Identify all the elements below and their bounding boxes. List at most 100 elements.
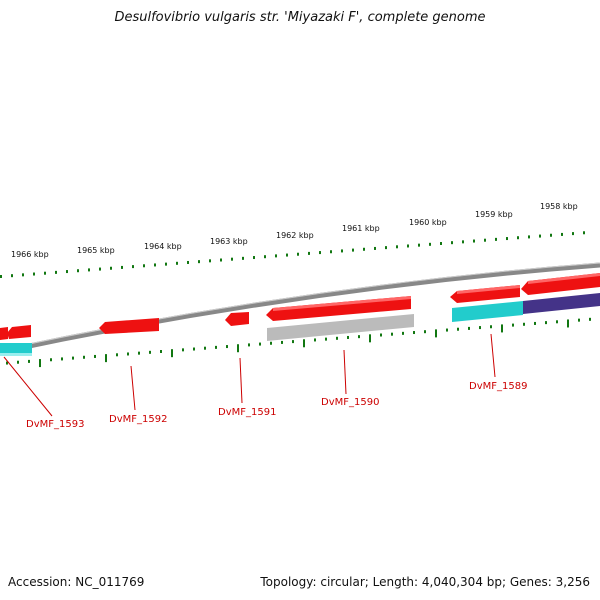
gene-dvmf-1592[interactable] <box>99 318 159 334</box>
kbp-tick <box>506 237 508 241</box>
kbp-tick <box>187 260 189 264</box>
kbp-tick <box>0 275 2 278</box>
kbp-label: 1963 kbp <box>210 237 248 246</box>
gene-features <box>0 273 600 356</box>
gene-dvmf-1590[interactable] <box>266 296 411 321</box>
kbp-tick <box>484 238 486 242</box>
lower-tick <box>94 354 96 358</box>
kbp-tick <box>33 272 35 276</box>
kbp-tick <box>22 273 24 277</box>
kbp-tick <box>88 268 90 272</box>
gene-label-dvmf-1592[interactable]: DvMF_1592 <box>109 414 167 425</box>
lower-tick <box>226 345 228 349</box>
lower-tick <box>413 331 415 335</box>
kbp-tick <box>242 256 244 260</box>
lower-tick <box>17 360 19 364</box>
lower-tick-ruler <box>6 317 591 368</box>
gene-dvmf-1593-forward-b[interactable] <box>7 325 31 339</box>
kbp-tick <box>143 264 145 268</box>
gene-label-dvmf-1591[interactable]: DvMF_1591 <box>218 407 276 418</box>
kbp-tick <box>253 256 255 260</box>
lower-tick <box>468 326 470 330</box>
gene-dvmf-1589-cyan[interactable] <box>452 301 523 322</box>
kbp-tick <box>495 237 497 241</box>
kbp-tick <box>539 234 541 238</box>
kbp-label: 1960 kbp <box>409 218 447 227</box>
lower-tick <box>402 331 404 335</box>
gene-dvmf-1593-cyan[interactable] <box>0 343 32 356</box>
lower-tick <box>336 336 338 340</box>
kbp-tick <box>44 271 46 275</box>
lower-tick <box>424 330 426 334</box>
lower-tick <box>567 319 569 328</box>
kbp-tick <box>451 241 453 245</box>
lower-tick <box>182 348 184 352</box>
lower-tick <box>259 342 261 346</box>
lower-tick <box>6 361 8 365</box>
gene-dvmf-1590-reverse[interactable] <box>267 314 414 341</box>
kbp-tick <box>528 235 530 239</box>
kbp-tick <box>297 252 299 256</box>
kbp-tick <box>473 239 475 243</box>
kbp-tick <box>385 246 387 250</box>
lower-tick <box>380 333 382 337</box>
kbp-tick <box>165 262 167 266</box>
footer-accession: Accession: NC_011769 <box>8 575 145 589</box>
kbp-tick <box>99 267 101 271</box>
kbp-tick <box>319 251 321 255</box>
lower-tick <box>171 349 173 358</box>
gene-dvmf-1593-forward[interactable] <box>0 327 8 340</box>
lower-tick <box>391 332 393 336</box>
lower-tick <box>292 340 294 344</box>
lower-tick <box>578 318 580 322</box>
kbp-tick <box>352 248 354 252</box>
lower-tick <box>314 338 316 342</box>
kbp-tick <box>572 232 574 236</box>
lower-tick <box>446 328 448 332</box>
gene-next-purple[interactable] <box>523 293 600 314</box>
lower-tick <box>369 334 371 343</box>
kbp-tick <box>11 274 13 278</box>
kbp-tick <box>418 243 420 247</box>
gene-dvmf-1591[interactable] <box>225 312 249 326</box>
lower-tick <box>512 323 514 327</box>
lower-tick <box>556 320 558 324</box>
lower-tick <box>127 352 129 356</box>
kbp-tick <box>176 261 178 265</box>
lower-tick <box>457 327 459 331</box>
lower-tick <box>193 347 195 351</box>
kbp-tick <box>132 265 134 269</box>
kbp-label: 1965 kbp <box>77 246 115 255</box>
kbp-tick <box>429 242 431 246</box>
kbp-tick <box>330 250 332 254</box>
gene-leader-lines <box>3 333 496 417</box>
kbp-tick <box>66 270 68 274</box>
kbp-label: 1958 kbp <box>540 202 578 211</box>
gene-dvmf-1593-cyan-shade <box>0 353 32 356</box>
lower-tick <box>358 335 360 339</box>
kbp-tick <box>209 259 211 263</box>
lower-tick <box>589 317 591 321</box>
gene-label-dvmf-1590[interactable]: DvMF_1590 <box>321 397 379 408</box>
kbp-tick <box>264 255 266 259</box>
lower-tick <box>39 359 41 368</box>
lower-tick <box>116 353 118 357</box>
gene-label-dvmf-1589[interactable]: DvMF_1589 <box>469 381 527 392</box>
kbp-label: 1966 kbp <box>11 250 49 259</box>
kbp-tick <box>462 240 464 244</box>
lower-tick <box>534 321 536 325</box>
kbp-tick <box>550 233 552 237</box>
lower-tick <box>490 325 492 329</box>
kbp-tick <box>275 254 277 258</box>
gene-next-forward[interactable] <box>521 273 600 295</box>
kbp-tick <box>407 244 409 248</box>
lower-tick <box>248 343 250 347</box>
lower-tick <box>545 321 547 325</box>
gene-label-group: DvMF_1593 DvMF_1592 DvMF_1591 DvMF_1590 … <box>26 381 527 430</box>
lower-tick <box>303 339 305 348</box>
gene-label-dvmf-1593[interactable]: DvMF_1593 <box>26 419 84 430</box>
genome-backbone-highlight <box>0 262 600 351</box>
lower-tick <box>479 326 481 330</box>
kbp-tick <box>231 257 233 261</box>
